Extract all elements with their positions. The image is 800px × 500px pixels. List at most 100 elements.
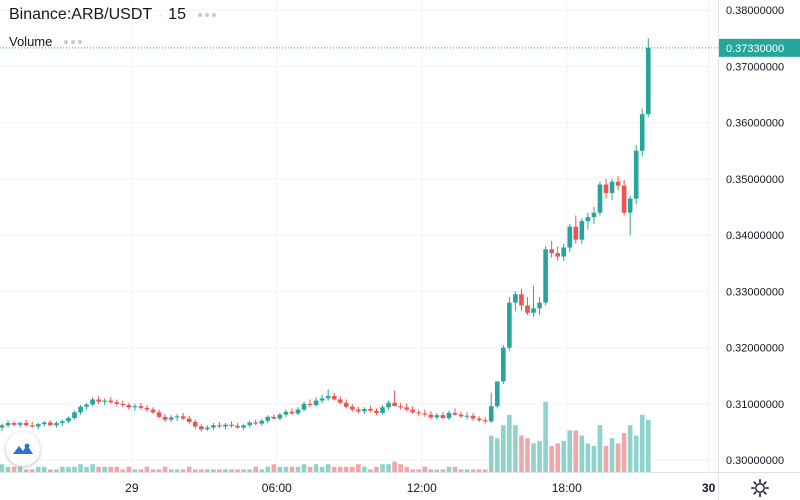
candle-body: [102, 400, 107, 402]
volume-bar: [627, 425, 633, 472]
candle-body: [422, 413, 428, 415]
candle-body: [591, 212, 597, 218]
volume-bar: [241, 469, 246, 472]
volume-bar: [174, 469, 180, 472]
candle-body: [639, 114, 645, 151]
y-tick-label: 0.30000000: [726, 455, 784, 467]
volume-bar: [96, 466, 101, 472]
volume-bar: [362, 466, 367, 472]
volume-bar: [253, 466, 258, 472]
candle-body: [404, 407, 409, 410]
last-price-label: 0.37330000: [726, 43, 784, 55]
volume-bar: [319, 466, 325, 472]
volume-bar: [386, 464, 391, 472]
candle-body: [331, 396, 337, 400]
volume-bar: [513, 425, 518, 472]
candle-body: [356, 409, 361, 412]
volume-bar: [0, 464, 5, 472]
volume-bar: [374, 466, 379, 472]
volume-bar: [301, 464, 307, 472]
volume-more-options-icon[interactable]: [64, 39, 83, 44]
volume-bar: [84, 466, 89, 472]
volume-bar: [5, 466, 11, 472]
volume-bar: [229, 469, 234, 472]
volume-bar: [597, 425, 603, 472]
volume-bar: [217, 469, 222, 472]
y-tick-label: 0.32000000: [726, 343, 784, 355]
logo-wave-icon: [13, 443, 33, 454]
x-tick-label: 06:00: [262, 481, 292, 495]
volume-bar: [476, 469, 482, 472]
legend-separator: ·: [158, 8, 163, 22]
candle-body: [162, 416, 168, 420]
last-price-badge: [719, 38, 800, 57]
y-tick-label: 0.37000000: [726, 61, 784, 73]
candle-body: [168, 417, 174, 420]
volume-bar: [180, 469, 186, 472]
volume-bar: [205, 469, 210, 472]
candle-body: [186, 418, 192, 422]
candle-body: [29, 425, 35, 427]
candle-body: [615, 181, 621, 186]
volume-bar: [356, 464, 361, 472]
more-options-icon[interactable]: [197, 13, 216, 17]
volume-bar: [494, 438, 500, 472]
candle-body: [621, 185, 627, 213]
volume-bar: [633, 435, 639, 472]
candle-body: [90, 399, 95, 405]
volume-bar: [488, 435, 494, 472]
volume-bar: [549, 446, 554, 472]
volume-bar: [60, 466, 65, 472]
candle-body: [156, 412, 162, 417]
candle-body: [645, 47, 651, 115]
volume-bar: [470, 469, 476, 472]
x-tick-label: 30: [702, 481, 716, 495]
volume-bar: [525, 438, 530, 472]
tradingview-logo-icon[interactable]: [6, 432, 40, 466]
candle-body: [585, 217, 591, 222]
y-tick-label: 0.33000000: [726, 286, 784, 298]
candle-body: [440, 415, 446, 418]
candle-body: [561, 247, 567, 257]
candle-body: [54, 423, 59, 426]
volume-bars: [0, 401, 651, 472]
chart-legend: Binance:ARB/USDT · 15: [9, 6, 216, 24]
y-tick-label: 0.36000000: [726, 118, 784, 130]
x-tick-label: 18:00: [552, 481, 582, 495]
candle-body: [458, 414, 464, 417]
candle-body: [579, 221, 585, 240]
candle-body: [633, 150, 639, 199]
volume-bar: [422, 466, 428, 472]
candle-body: [549, 249, 554, 254]
volume-bar: [313, 464, 319, 472]
volume-bar: [507, 414, 512, 472]
volume-bar: [603, 446, 609, 472]
volume-bar: [331, 466, 337, 472]
candle-body: [199, 426, 204, 430]
volume-bar: [186, 466, 192, 472]
volume-bar: [247, 469, 252, 472]
volume-bar: [645, 420, 651, 472]
candle-body: [380, 407, 385, 413]
candle-body: [126, 405, 132, 408]
volume-bar: [337, 466, 343, 472]
candle-body: [247, 422, 252, 426]
volume-bar: [126, 466, 132, 472]
volume-bar: [271, 464, 277, 472]
gear-icon[interactable]: [750, 478, 770, 498]
interval-label: 15: [168, 6, 186, 23]
candle-body: [488, 406, 494, 422]
candle-body: [416, 412, 422, 414]
candle-body: [410, 409, 416, 413]
volume-bar: [114, 466, 120, 472]
volume-bar: [434, 469, 440, 472]
candle-body: [519, 294, 524, 306]
candle-body: [78, 406, 83, 413]
candle-body: [217, 425, 222, 427]
volume-bar: [368, 469, 373, 472]
volume-bar: [29, 469, 35, 472]
volume-label: Volume: [9, 34, 53, 49]
volume-bar: [295, 466, 301, 472]
